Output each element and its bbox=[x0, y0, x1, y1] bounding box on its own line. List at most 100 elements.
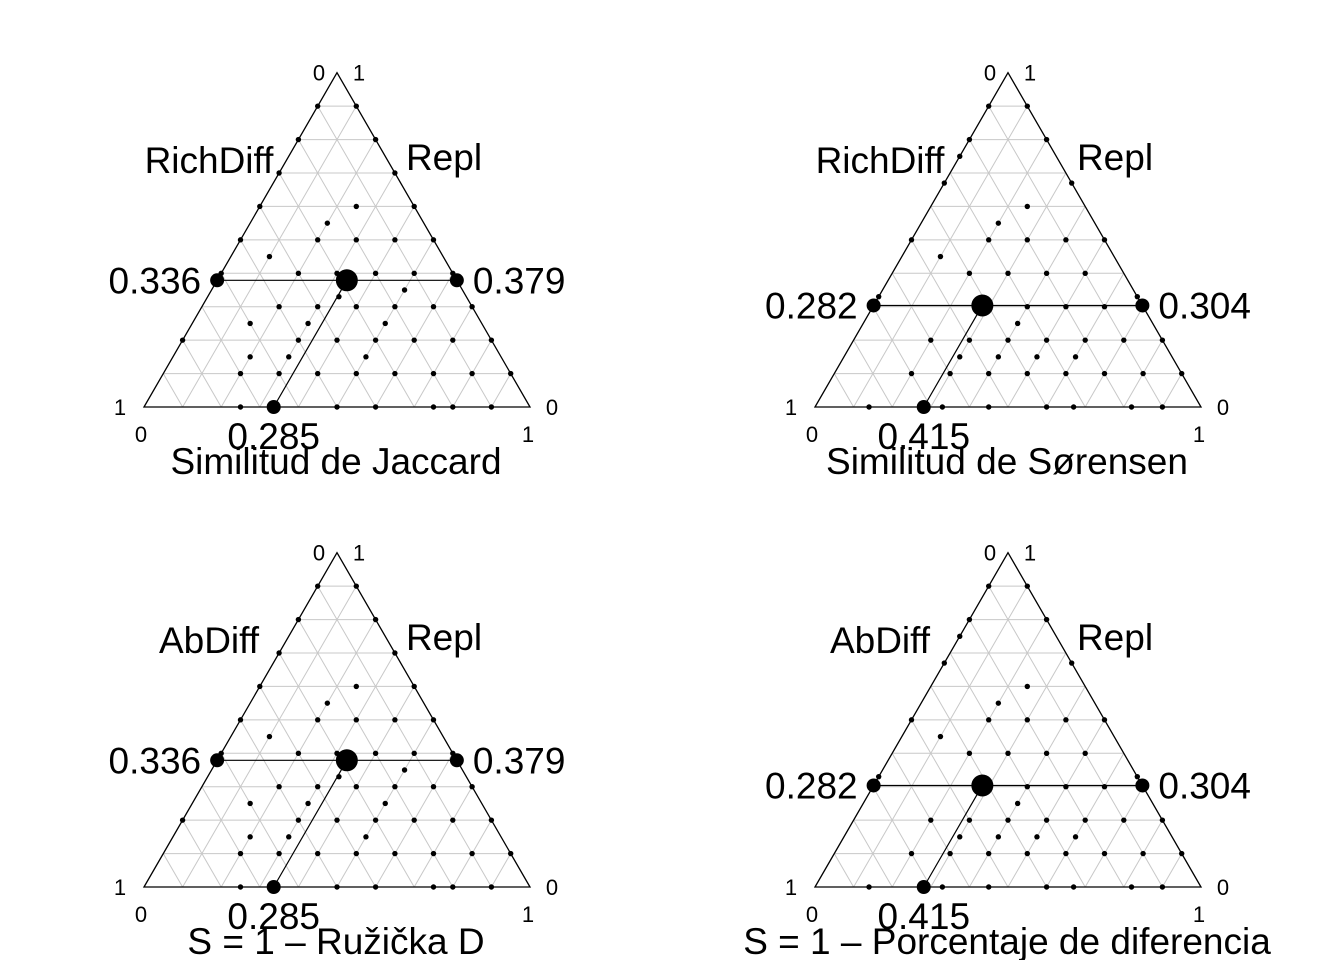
data-point bbox=[1128, 884, 1135, 890]
left-component-label: AbDiff bbox=[159, 620, 260, 661]
data-points bbox=[866, 103, 1185, 410]
grid-line bbox=[162, 853, 184, 888]
data-point bbox=[995, 700, 1002, 706]
tick-label: 0 bbox=[984, 541, 996, 566]
data-point bbox=[392, 650, 398, 656]
data-point bbox=[392, 717, 398, 723]
tick-label: 0 bbox=[984, 61, 996, 86]
data-point bbox=[957, 153, 963, 159]
data-point bbox=[430, 784, 437, 790]
data-point bbox=[1034, 834, 1040, 840]
data-point bbox=[334, 817, 340, 823]
data-point bbox=[1043, 616, 1050, 623]
data-point bbox=[908, 850, 915, 857]
mean-projection-point bbox=[1135, 778, 1150, 793]
data-point bbox=[469, 370, 475, 377]
mean-projection-point bbox=[266, 400, 281, 414]
grid-line bbox=[182, 819, 222, 888]
data-point bbox=[411, 683, 417, 690]
mean-projection-point bbox=[266, 880, 281, 894]
data-point bbox=[947, 850, 953, 857]
data-point bbox=[392, 237, 398, 243]
data-point bbox=[411, 817, 417, 823]
data-point bbox=[315, 370, 321, 377]
data-point bbox=[966, 750, 973, 756]
data-point bbox=[1063, 850, 1069, 857]
data-point bbox=[430, 717, 437, 723]
grid-line bbox=[220, 273, 299, 408]
data-point bbox=[966, 270, 973, 276]
mean-replacement-label: 0.379 bbox=[473, 740, 566, 781]
data-point bbox=[315, 304, 321, 310]
tick-label: 1 bbox=[1193, 422, 1205, 447]
data-point bbox=[1024, 103, 1031, 109]
data-point bbox=[928, 817, 934, 823]
tick-label: 0 bbox=[135, 422, 147, 447]
data-point bbox=[1070, 884, 1077, 890]
grid-line bbox=[490, 373, 512, 408]
data-point bbox=[1140, 850, 1146, 857]
data-point bbox=[1014, 800, 1021, 807]
right-component-label: Repl bbox=[1077, 137, 1153, 178]
tick-label: 1 bbox=[785, 875, 797, 900]
data-point bbox=[392, 304, 398, 310]
grid-line bbox=[1161, 853, 1183, 888]
data-point bbox=[488, 817, 495, 823]
data-point bbox=[488, 337, 495, 343]
data-point bbox=[1159, 337, 1166, 343]
data-point bbox=[257, 203, 263, 210]
data-point bbox=[1159, 817, 1166, 823]
data-point bbox=[295, 337, 302, 343]
data-point bbox=[430, 404, 437, 410]
right-component-label: Repl bbox=[406, 137, 482, 178]
tick-label: 1 bbox=[353, 541, 365, 566]
grid-line bbox=[259, 652, 396, 888]
tick-label: 0 bbox=[313, 61, 325, 86]
data-point bbox=[315, 103, 321, 109]
data-point bbox=[937, 733, 944, 740]
grid-line bbox=[1084, 786, 1144, 888]
grid-line bbox=[1084, 306, 1144, 408]
mean-guides bbox=[210, 273, 464, 414]
grid-line bbox=[413, 306, 473, 408]
data-point bbox=[401, 287, 408, 293]
grid-line bbox=[949, 172, 1086, 408]
mean-replacement-label: 0.304 bbox=[1158, 285, 1251, 326]
data-point bbox=[286, 834, 292, 840]
data-point bbox=[1063, 370, 1069, 377]
data-point bbox=[1068, 660, 1075, 666]
grid-line bbox=[988, 105, 1163, 408]
tick-label: 0 bbox=[313, 541, 325, 566]
grid-line bbox=[872, 306, 932, 408]
data-point bbox=[305, 320, 311, 327]
data-point bbox=[469, 850, 475, 857]
data-point bbox=[928, 337, 934, 343]
data-points bbox=[866, 583, 1185, 890]
data-point bbox=[324, 700, 331, 706]
data-point bbox=[1005, 750, 1011, 756]
data-point bbox=[1063, 237, 1069, 243]
data-point bbox=[237, 370, 244, 377]
data-point bbox=[1134, 293, 1141, 300]
tick-label: 0 bbox=[806, 422, 818, 447]
data-point bbox=[353, 237, 359, 243]
data-point bbox=[237, 237, 244, 243]
grid-line bbox=[988, 585, 1163, 888]
grid-line bbox=[872, 786, 932, 888]
data-point bbox=[488, 404, 495, 410]
data-point bbox=[1179, 850, 1185, 857]
grid-line bbox=[413, 786, 473, 888]
data-point bbox=[995, 354, 1002, 360]
grid-line bbox=[317, 585, 492, 888]
left-component-label: RichDiff bbox=[145, 140, 275, 181]
data-point bbox=[353, 784, 359, 790]
data-point bbox=[353, 683, 359, 690]
data-point bbox=[908, 370, 915, 377]
chart-title: S = 1 – Ružička D bbox=[187, 921, 484, 960]
data-point bbox=[450, 884, 456, 890]
mean-projection-point bbox=[866, 298, 881, 313]
tick-label: 0 bbox=[135, 902, 147, 927]
data-point bbox=[1101, 850, 1108, 857]
